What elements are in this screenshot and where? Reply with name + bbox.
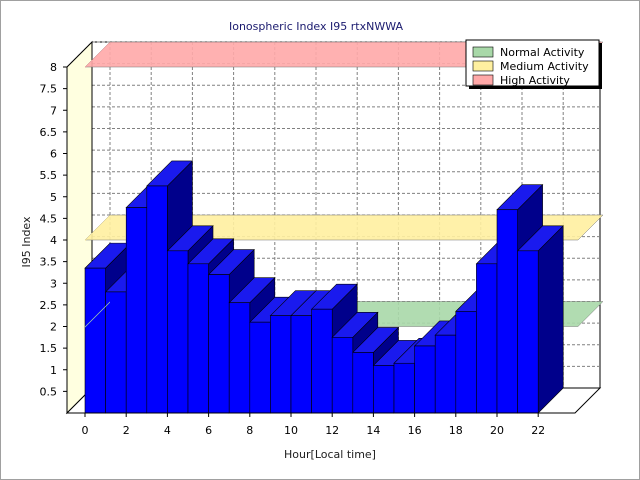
band-edge [85,215,110,241]
bar [516,225,564,414]
x-tick-label: 18 [449,424,463,437]
x-tick-label: 20 [490,424,504,437]
bar-front [331,337,354,414]
bar-front [146,185,168,414]
chart-title: Ionospheric Index I95 rtxNWWA [229,20,403,33]
x-tick-label: 14 [366,424,380,437]
legend-swatch [472,60,494,72]
x-tick-label: 10 [284,424,298,437]
y-tick-label: 4 [50,234,57,247]
axes [63,66,575,417]
bar-front [517,250,539,414]
y-axis-label: I95 Index [20,216,33,268]
bar-front [414,345,436,414]
x-tick-label: 16 [408,424,422,437]
x-tick-label: 0 [82,424,89,437]
bar-front [125,207,148,414]
legend-swatch [472,46,494,58]
y-tick-label: 1.5 [40,342,58,355]
x-tick-label: 22 [531,424,545,437]
x-tick-label: 12 [325,424,339,437]
bar-front [290,315,312,414]
bar-front [476,263,498,414]
bar-front [249,321,271,414]
bar-front [187,263,209,414]
y-tick-label: 3 [50,277,57,290]
bar-front [496,209,518,414]
y-tick-label: 5 [50,191,57,204]
x-tick-label: 8 [246,424,253,437]
y-tick-label: 6 [50,148,57,161]
y-tick-label: 2.5 [40,299,58,312]
y-tick-label: 8 [50,61,57,74]
activity-band-edges [85,42,110,328]
band-medium-activity [84,214,604,241]
bar-front [311,308,333,414]
legend-swatch [472,74,494,86]
bar-front [105,291,127,414]
band-edge [85,42,110,68]
x-tick-label: 4 [164,424,171,437]
bar-front [434,334,457,414]
bar-front [270,315,292,414]
bar-front [373,365,395,414]
y-tick-label: 7 [50,104,57,117]
bar-front [228,302,251,414]
bar-front [208,274,230,414]
bar-front [393,362,415,414]
y-tick-label: 7.5 [40,83,58,96]
y-tick-label: 1 [50,364,57,377]
bar-side [537,225,564,414]
y-tick-labels: 0.5 1 1.5 2 2.5 3 3.5 4 4.5 5 5.5 6 6.5 7 7.5 8 [40,61,58,398]
y-tick-label: 6.5 [40,126,58,139]
x-axis-label: Hour[Local time] [284,448,376,461]
band-edge [85,301,110,328]
y-tick-label: 0.5 [40,385,58,398]
bar-front [84,267,106,414]
y-tick-label: 2 [50,321,57,334]
bar-front [455,311,477,414]
bar-front [167,250,189,414]
y-tick-label: 4.5 [40,212,58,225]
legend-label: High Activity [500,74,570,87]
y-tick-label: 3.5 [40,256,58,269]
x-tick-label: 2 [123,424,130,437]
x-tick-label: 6 [205,424,212,437]
y-tick-label: 5.5 [40,169,58,182]
legend-label: Medium Activity [500,60,589,73]
bar-front [352,352,374,414]
legend-label: Normal Activity [500,46,585,59]
x-tick-labels: 0 2 4 6 8 10 12 14 16 18 20 22 [82,424,546,437]
bars [84,160,564,414]
